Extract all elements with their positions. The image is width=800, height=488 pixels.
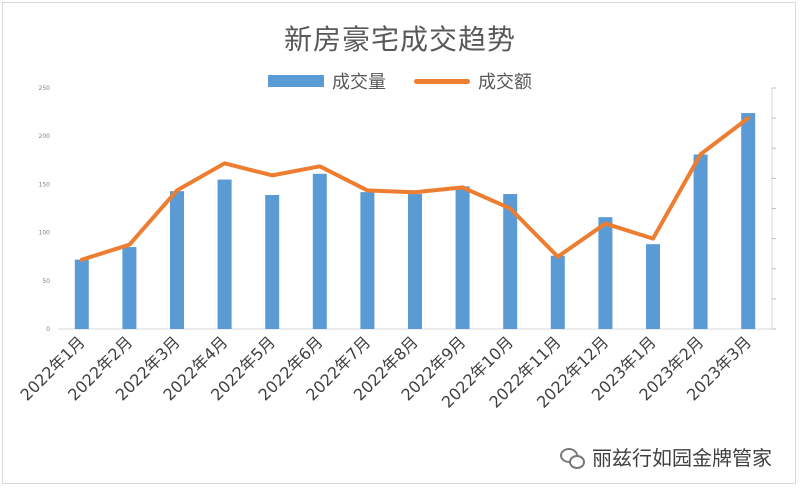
bar: [170, 191, 184, 329]
line-point: [175, 188, 179, 192]
line-point: [651, 237, 655, 241]
wechat-icon: [560, 446, 585, 469]
bar: [598, 217, 613, 329]
y-tick-label: 200: [39, 133, 51, 140]
y-tick-label: 150: [39, 181, 51, 188]
line-point: [603, 222, 607, 226]
line-point: [699, 152, 703, 156]
bar: [741, 113, 756, 330]
legend-swatch-bar: [268, 75, 324, 87]
line-point: [270, 173, 274, 177]
bar: [122, 247, 137, 329]
y-tick-label: 100: [39, 230, 51, 237]
line-point: [461, 185, 465, 189]
line-point: [413, 190, 417, 194]
chart-legend: 成交量 成交额: [0, 68, 800, 94]
bar: [455, 186, 470, 329]
legend-label-volume: 成交量: [332, 72, 386, 93]
watermark-text: 丽兹行如园金牌管家: [592, 446, 772, 470]
line-point: [80, 258, 84, 262]
bar: [408, 194, 422, 329]
watermark: 丽兹行如园金牌管家: [560, 442, 772, 471]
bar: [312, 173, 327, 329]
line-point: [318, 164, 322, 168]
line-point: [556, 255, 560, 259]
line-point: [127, 243, 131, 247]
bar: [550, 255, 565, 329]
bar: [217, 179, 232, 329]
line-point: [223, 161, 227, 165]
line-point: [746, 116, 750, 120]
chart-title: 新房豪宅成交趋势: [283, 23, 516, 56]
line-point: [365, 188, 369, 192]
legend-label-amount: 成交额: [478, 72, 532, 93]
legend-swatch-line: [414, 78, 470, 84]
y-tick-label: 250: [39, 85, 51, 92]
bar: [265, 195, 280, 329]
bar: [646, 244, 660, 329]
y-tick-label: 0: [46, 326, 50, 333]
y-tick-label: 50: [42, 278, 50, 285]
legend-item-amount: 成交额: [414, 68, 532, 94]
bar: [360, 192, 375, 329]
legend-item-volume: 成交量: [268, 68, 386, 94]
bar: [503, 194, 518, 329]
line-point: [508, 207, 512, 210]
bar: [693, 154, 708, 329]
bar: [74, 259, 89, 329]
